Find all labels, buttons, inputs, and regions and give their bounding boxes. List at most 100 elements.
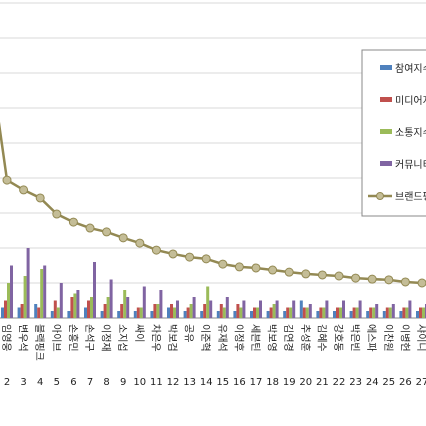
x-tick-label: 유재석 <box>216 324 228 352</box>
bar <box>339 307 342 318</box>
line-marker <box>351 273 361 283</box>
bar <box>322 307 326 318</box>
legend-box <box>361 49 426 217</box>
legend-label: 브랜드평 <box>395 191 426 203</box>
bar <box>120 304 124 318</box>
bar <box>416 311 419 318</box>
legend-swatch <box>380 129 392 134</box>
bar <box>349 311 353 318</box>
bar <box>10 265 13 318</box>
rank-label: 14 <box>200 377 213 388</box>
bar <box>53 300 57 318</box>
line-marker <box>334 271 344 281</box>
x-tick-label: 임영웅 <box>0 324 13 352</box>
x-tick-label: 샤이니 <box>415 324 426 352</box>
bar <box>242 300 246 318</box>
x-tick-label: 차은우 <box>149 324 161 352</box>
bar <box>159 290 163 318</box>
bar <box>59 283 63 318</box>
bar <box>259 300 262 318</box>
bar <box>170 304 173 318</box>
bar <box>408 300 412 318</box>
bar <box>40 269 44 318</box>
rank-label: 11 <box>150 377 163 388</box>
bar <box>84 307 87 318</box>
line <box>0 121 423 285</box>
legend-swatch <box>380 65 392 70</box>
bar <box>355 307 359 318</box>
bar <box>103 304 107 318</box>
bar <box>70 297 74 318</box>
line-marker <box>317 270 327 280</box>
bar <box>200 311 204 318</box>
bar <box>305 307 309 318</box>
x-tick-label: 소지섭 <box>116 324 128 352</box>
line-marker <box>2 175 12 185</box>
line-marker <box>367 274 377 284</box>
rank-label: 6 <box>70 377 76 388</box>
bar <box>358 300 362 318</box>
bar <box>275 300 279 318</box>
rank-label: 19 <box>283 377 296 388</box>
bar <box>173 307 176 318</box>
legend-label: 소통지수 <box>395 127 426 139</box>
x-tick-label: 손석구 <box>83 324 95 352</box>
bar <box>385 307 389 318</box>
bar <box>325 300 329 318</box>
x-tick-label: 이병헌 <box>398 324 410 352</box>
bar <box>34 304 38 318</box>
rank-label: 2 <box>4 377 10 388</box>
bar <box>203 304 207 318</box>
bar <box>399 311 403 318</box>
line-marker <box>52 209 62 219</box>
bar <box>150 311 154 318</box>
x-tick-label: 아이브 <box>50 324 62 352</box>
bar <box>272 304 276 318</box>
bar <box>299 300 303 318</box>
line-marker <box>35 193 45 203</box>
bar <box>253 307 256 318</box>
bar <box>250 311 253 318</box>
line-marker <box>400 277 410 287</box>
bar <box>23 276 27 318</box>
rank-label: 20 <box>299 377 312 388</box>
bar <box>139 307 143 318</box>
legend-swatch <box>380 161 392 166</box>
x-tick-label: 이찬원 <box>382 324 394 352</box>
rank-label: 9 <box>120 377 126 388</box>
line-marker <box>284 267 294 277</box>
bar <box>266 311 270 318</box>
rank-label: 10 <box>133 377 146 388</box>
bar <box>336 307 339 318</box>
line-marker <box>19 185 29 195</box>
bar <box>219 304 223 318</box>
bar <box>369 307 373 318</box>
bar <box>352 307 356 318</box>
bar <box>26 248 30 318</box>
x-tick-label: 김연경 <box>282 324 295 352</box>
x-tick-label: 이준혁 <box>199 324 211 352</box>
rank-label: 7 <box>87 377 93 388</box>
x-tick-label: 손흥민 <box>66 324 79 352</box>
line-marker <box>151 245 161 255</box>
line-marker <box>218 259 228 269</box>
line-marker <box>102 227 112 237</box>
bar <box>93 262 96 318</box>
bar <box>388 307 392 318</box>
legend-marker <box>376 192 384 200</box>
bar <box>189 304 193 318</box>
rank-label: 24 <box>366 377 379 388</box>
bar <box>419 307 422 318</box>
line-marker <box>135 238 145 248</box>
line-marker <box>68 217 78 227</box>
line-marker <box>268 265 278 275</box>
rank-label: 8 <box>103 377 109 388</box>
rank-label: 23 <box>349 377 362 388</box>
legend-label: 미디어지 <box>395 95 426 107</box>
bar <box>20 304 24 318</box>
x-tick-label: 이정재 <box>100 324 112 352</box>
bar <box>142 286 146 318</box>
bar <box>117 311 121 318</box>
line-marker <box>201 254 211 264</box>
